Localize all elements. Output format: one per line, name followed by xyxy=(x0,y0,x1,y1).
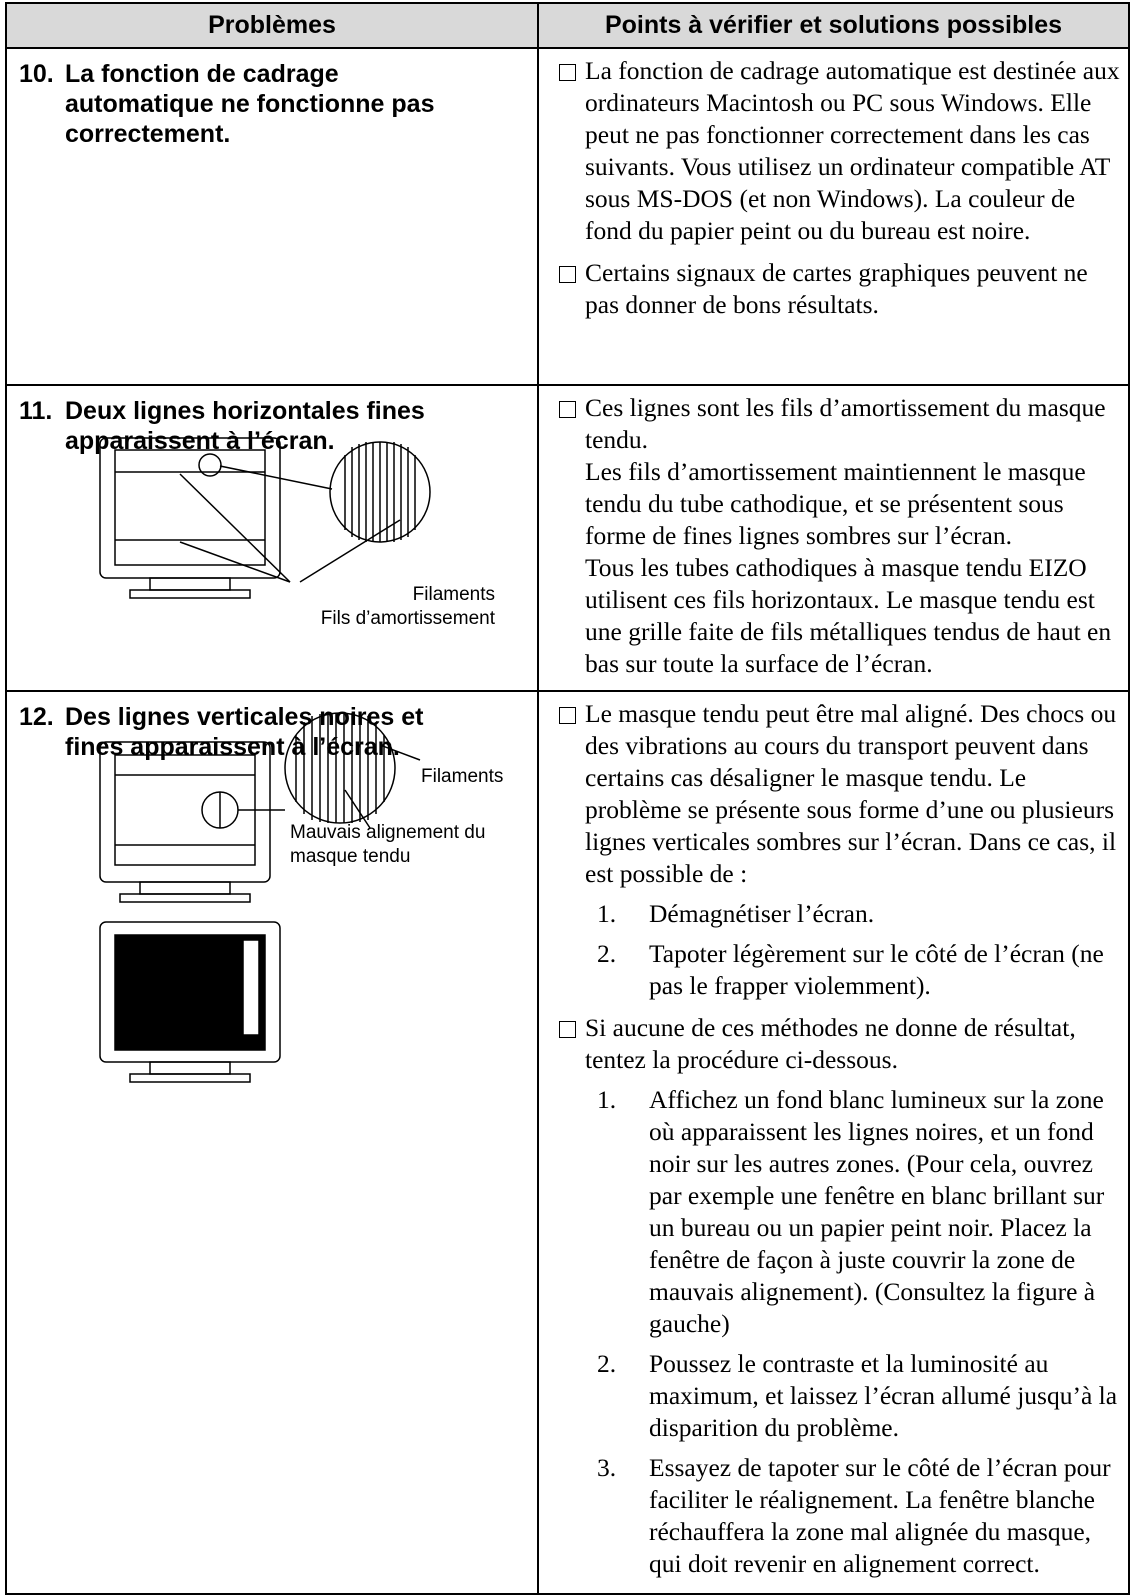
step-number: 2. xyxy=(597,939,617,968)
solution-cell: Ces lignes sont les fils d’amortissement… xyxy=(537,384,1130,692)
solution-text: Ces lignes sont les fils d’amortissement… xyxy=(585,393,1106,454)
figure-label: masque tendu xyxy=(290,846,410,867)
problem-text: Deux lignes horizontales fines apparaiss… xyxy=(65,397,425,455)
troubleshooting-table: Problèmes Points à vérifier et solutions… xyxy=(5,2,1130,1595)
monitor-figure xyxy=(99,712,421,903)
problem-cell: 10. La fonction de cadrage automatique ne… xyxy=(5,47,539,386)
solution-text: Le masque tendu peut être mal aligné. De… xyxy=(585,699,1117,888)
figure-label: Fils d’amortissement xyxy=(321,608,496,629)
problem-cell: 12. Des lignes verticales noires et fines… xyxy=(5,690,539,1595)
monitor-figure xyxy=(99,921,281,1083)
header-cell: Points à vérifier et solutions possibles xyxy=(537,2,1130,49)
monitor-figure xyxy=(99,437,431,599)
problem-cell: 11. Deux lignes horizontales fines appara… xyxy=(5,384,539,692)
solution-item: Ces lignes sont les fils d’amortissement… xyxy=(559,392,1120,680)
step-text: Démagnétiser l’écran. xyxy=(649,899,875,928)
step-text: Affichez un fond blanc lumineux sur la z… xyxy=(649,1085,1105,1338)
step-number: 3. xyxy=(597,1453,617,1482)
solution-text: Certains signaux de cartes graphiques pe… xyxy=(585,258,1088,319)
checkbox xyxy=(559,401,576,418)
solution-item: Certains signaux de cartes graphiques pe… xyxy=(559,257,1120,321)
solution-cell: La fonction de cadrage automatique est d… xyxy=(537,47,1130,386)
header-row: Problèmes Points à vérifier et solutions… xyxy=(5,2,1130,49)
figure-label: Mauvais alignement du xyxy=(290,822,485,843)
solution-item: Le masque tendu peut être mal aligné. De… xyxy=(559,698,1120,1002)
table-row: 10. La fonction de cadrage automatique ne… xyxy=(5,47,1130,386)
problem-text: La fonction de cadrage automatique ne fo… xyxy=(65,60,435,148)
checkbox xyxy=(559,64,576,81)
step-text: Poussez le contraste et la luminosité au… xyxy=(649,1349,1118,1442)
checkbox xyxy=(559,266,576,283)
solution-text: Tous les tubes cathodiques à masque tend… xyxy=(585,553,1112,678)
checkbox xyxy=(559,707,576,724)
solution-step: 1. Affichez un fond blanc lumineux sur la… xyxy=(585,1084,1120,1340)
step-number: 1. xyxy=(597,1085,617,1114)
problem-number: 10. xyxy=(19,60,54,88)
step-number: 1. xyxy=(597,899,617,928)
step-text: Tapoter légèrement sur le côté de l’écra… xyxy=(649,939,1104,1000)
solution-item: La fonction de cadrage automatique est d… xyxy=(559,55,1120,247)
solution-step: 2. Poussez le contraste et la luminosité … xyxy=(585,1348,1120,1444)
table-row: 11. Deux lignes horizontales fines appara… xyxy=(5,384,1130,692)
header-cell: Problèmes xyxy=(5,2,539,49)
figure-label: Filaments xyxy=(421,766,503,787)
solution-step: 1. Démagnétiser l’écran. xyxy=(585,898,1120,930)
checkbox xyxy=(559,1021,576,1038)
solution-text: La fonction de cadrage automatique est d… xyxy=(585,56,1120,245)
figure-label: Filaments xyxy=(413,584,495,605)
solution-text: Si aucune de ces méthodes ne donne de ré… xyxy=(585,1013,1076,1074)
solution-text: Les fils d’amortissement maintiennent le… xyxy=(585,457,1086,550)
step-number: 2. xyxy=(597,1349,617,1378)
problem-number: 12. xyxy=(19,703,54,731)
problem-number: 11. xyxy=(19,397,53,425)
solution-step: 2. Tapoter légèrement sur le côté de l’éc… xyxy=(585,938,1120,1002)
